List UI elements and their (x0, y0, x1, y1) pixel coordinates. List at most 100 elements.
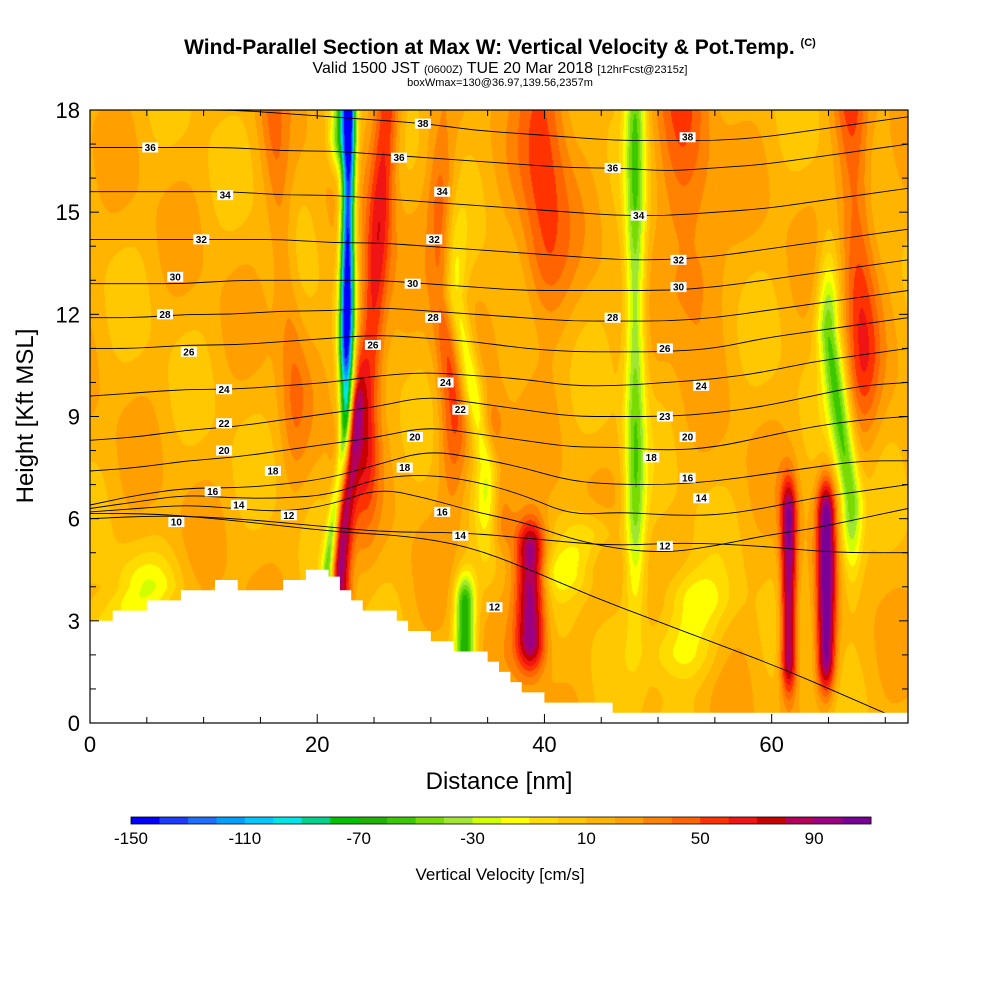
theta-label-bg (396, 462, 413, 473)
theta-label-bg (679, 132, 696, 143)
theta-label-text: 30 (407, 279, 419, 290)
theta-label-bg (693, 493, 710, 504)
theta-contour-22 (90, 381, 908, 441)
theta-label: 14 (693, 493, 710, 505)
theta-contour-24 (90, 347, 908, 397)
theta-label: 20 (216, 445, 233, 457)
colorbar-tick-label: -30 (460, 829, 485, 848)
colorbar-swatch (586, 817, 616, 824)
colorbar-tick-label: 90 (805, 829, 824, 848)
theta-label-bg (656, 411, 673, 422)
theta-label-bg (216, 384, 233, 395)
y-tick-label: 3 (68, 609, 80, 634)
theta-label-text: 34 (437, 187, 449, 198)
theta-label: 12 (656, 540, 673, 552)
theta-label-bg (643, 452, 660, 463)
colorbar-tick-label: 50 (691, 829, 710, 848)
colorbar-swatch (244, 817, 274, 824)
colorbar-swatch (501, 817, 530, 824)
y-tick-label: 18 (56, 98, 80, 123)
theta-label-bg (670, 282, 687, 293)
theta-label-text: 26 (367, 340, 379, 351)
theta-label-text: 36 (393, 153, 405, 164)
theta-label: 30 (404, 278, 421, 290)
theta-label-bg (280, 510, 297, 521)
y-axis-title: Height [Kft MSL] (12, 329, 39, 504)
theta-label: 22 (452, 404, 469, 416)
theta-label: 32 (670, 254, 687, 266)
valid-zulu: (0600Z) (424, 64, 463, 76)
theta-label: 16 (434, 506, 451, 518)
theta-label-text: 28 (159, 310, 171, 321)
theta-label-text: 20 (409, 432, 421, 443)
theta-label: 34 (434, 186, 451, 198)
colorbar-swatch (358, 817, 388, 824)
theta-contour-38 (90, 110, 908, 142)
theta-label-text: 30 (673, 283, 685, 294)
theta-label-bg (406, 431, 423, 442)
box-info: boxWmax=130@36.97,139.56,2357m (407, 77, 593, 89)
theta-label-text: 18 (267, 466, 279, 477)
theta-label: 38 (414, 118, 431, 130)
colorbar-swatch (785, 817, 815, 824)
theta-contour-36 (90, 143, 908, 171)
theta-label: 22 (216, 418, 233, 430)
theta-label-bg (156, 309, 173, 320)
theta-label-bg (604, 162, 621, 173)
theta-label: 16 (679, 472, 696, 484)
theta-label-bg (425, 312, 442, 323)
x-tick-label: 60 (759, 732, 783, 757)
theta-label: 36 (604, 162, 621, 174)
x-tick-label: 0 (84, 732, 96, 757)
x-tick-label: 40 (532, 732, 556, 757)
theta-label: 26 (364, 339, 381, 351)
theta-label-text: 10 (171, 518, 183, 529)
theta-label-text: 12 (489, 603, 501, 614)
theta-label-text: 26 (183, 347, 195, 358)
y-tick-label: 12 (56, 302, 80, 327)
theta-label: 20 (679, 431, 696, 443)
colorbar-tick-label: -70 (346, 829, 371, 848)
colorbar-frame (130, 816, 872, 825)
theta-label-text: 32 (673, 255, 685, 266)
theta-label: 36 (391, 152, 408, 164)
colorbar-swatch (131, 817, 160, 824)
colorbar-swatch (700, 817, 730, 824)
theta-label-text: 18 (399, 463, 411, 474)
theta-label: 23 (656, 411, 673, 423)
theta-contour-30 (90, 259, 908, 291)
theta-contours (90, 110, 908, 723)
theta-label-text: 14 (696, 494, 708, 505)
theta-label-bg (414, 118, 431, 129)
colorbar-swatch (643, 817, 673, 824)
theta-label-text: 20 (218, 446, 230, 457)
theta-label-bg (264, 465, 281, 476)
theta-label-text: 28 (428, 313, 440, 324)
theta-contour-34 (90, 187, 908, 217)
colorbar-swatch (814, 817, 843, 824)
colorbar-swatch (444, 817, 473, 824)
theta-label: 10 (168, 517, 185, 529)
theta-label: 24 (216, 384, 233, 396)
theta-label-text: 28 (607, 313, 619, 324)
y-tick-label: 6 (68, 507, 80, 532)
theta-label: 18 (643, 452, 660, 464)
theta-label-text: 34 (220, 191, 232, 202)
colorbar-swatch (387, 817, 417, 824)
theta-contour-12 (90, 513, 908, 723)
theta-label-text: 24 (696, 381, 708, 392)
theta-label: 32 (193, 234, 210, 246)
theta-label: 18 (264, 465, 281, 477)
colorbar-swatch (159, 817, 189, 824)
y-tick-label: 0 (68, 711, 80, 736)
theta-label: 28 (604, 312, 621, 324)
theta-label-text: 23 (659, 412, 671, 423)
theta-label-text: 26 (659, 344, 671, 355)
theta-label: 16 (204, 486, 221, 498)
theta-label: 20 (406, 431, 423, 443)
theta-label-bg (656, 343, 673, 354)
theta-label-bg (217, 190, 234, 201)
theta-label-bg (167, 271, 184, 282)
